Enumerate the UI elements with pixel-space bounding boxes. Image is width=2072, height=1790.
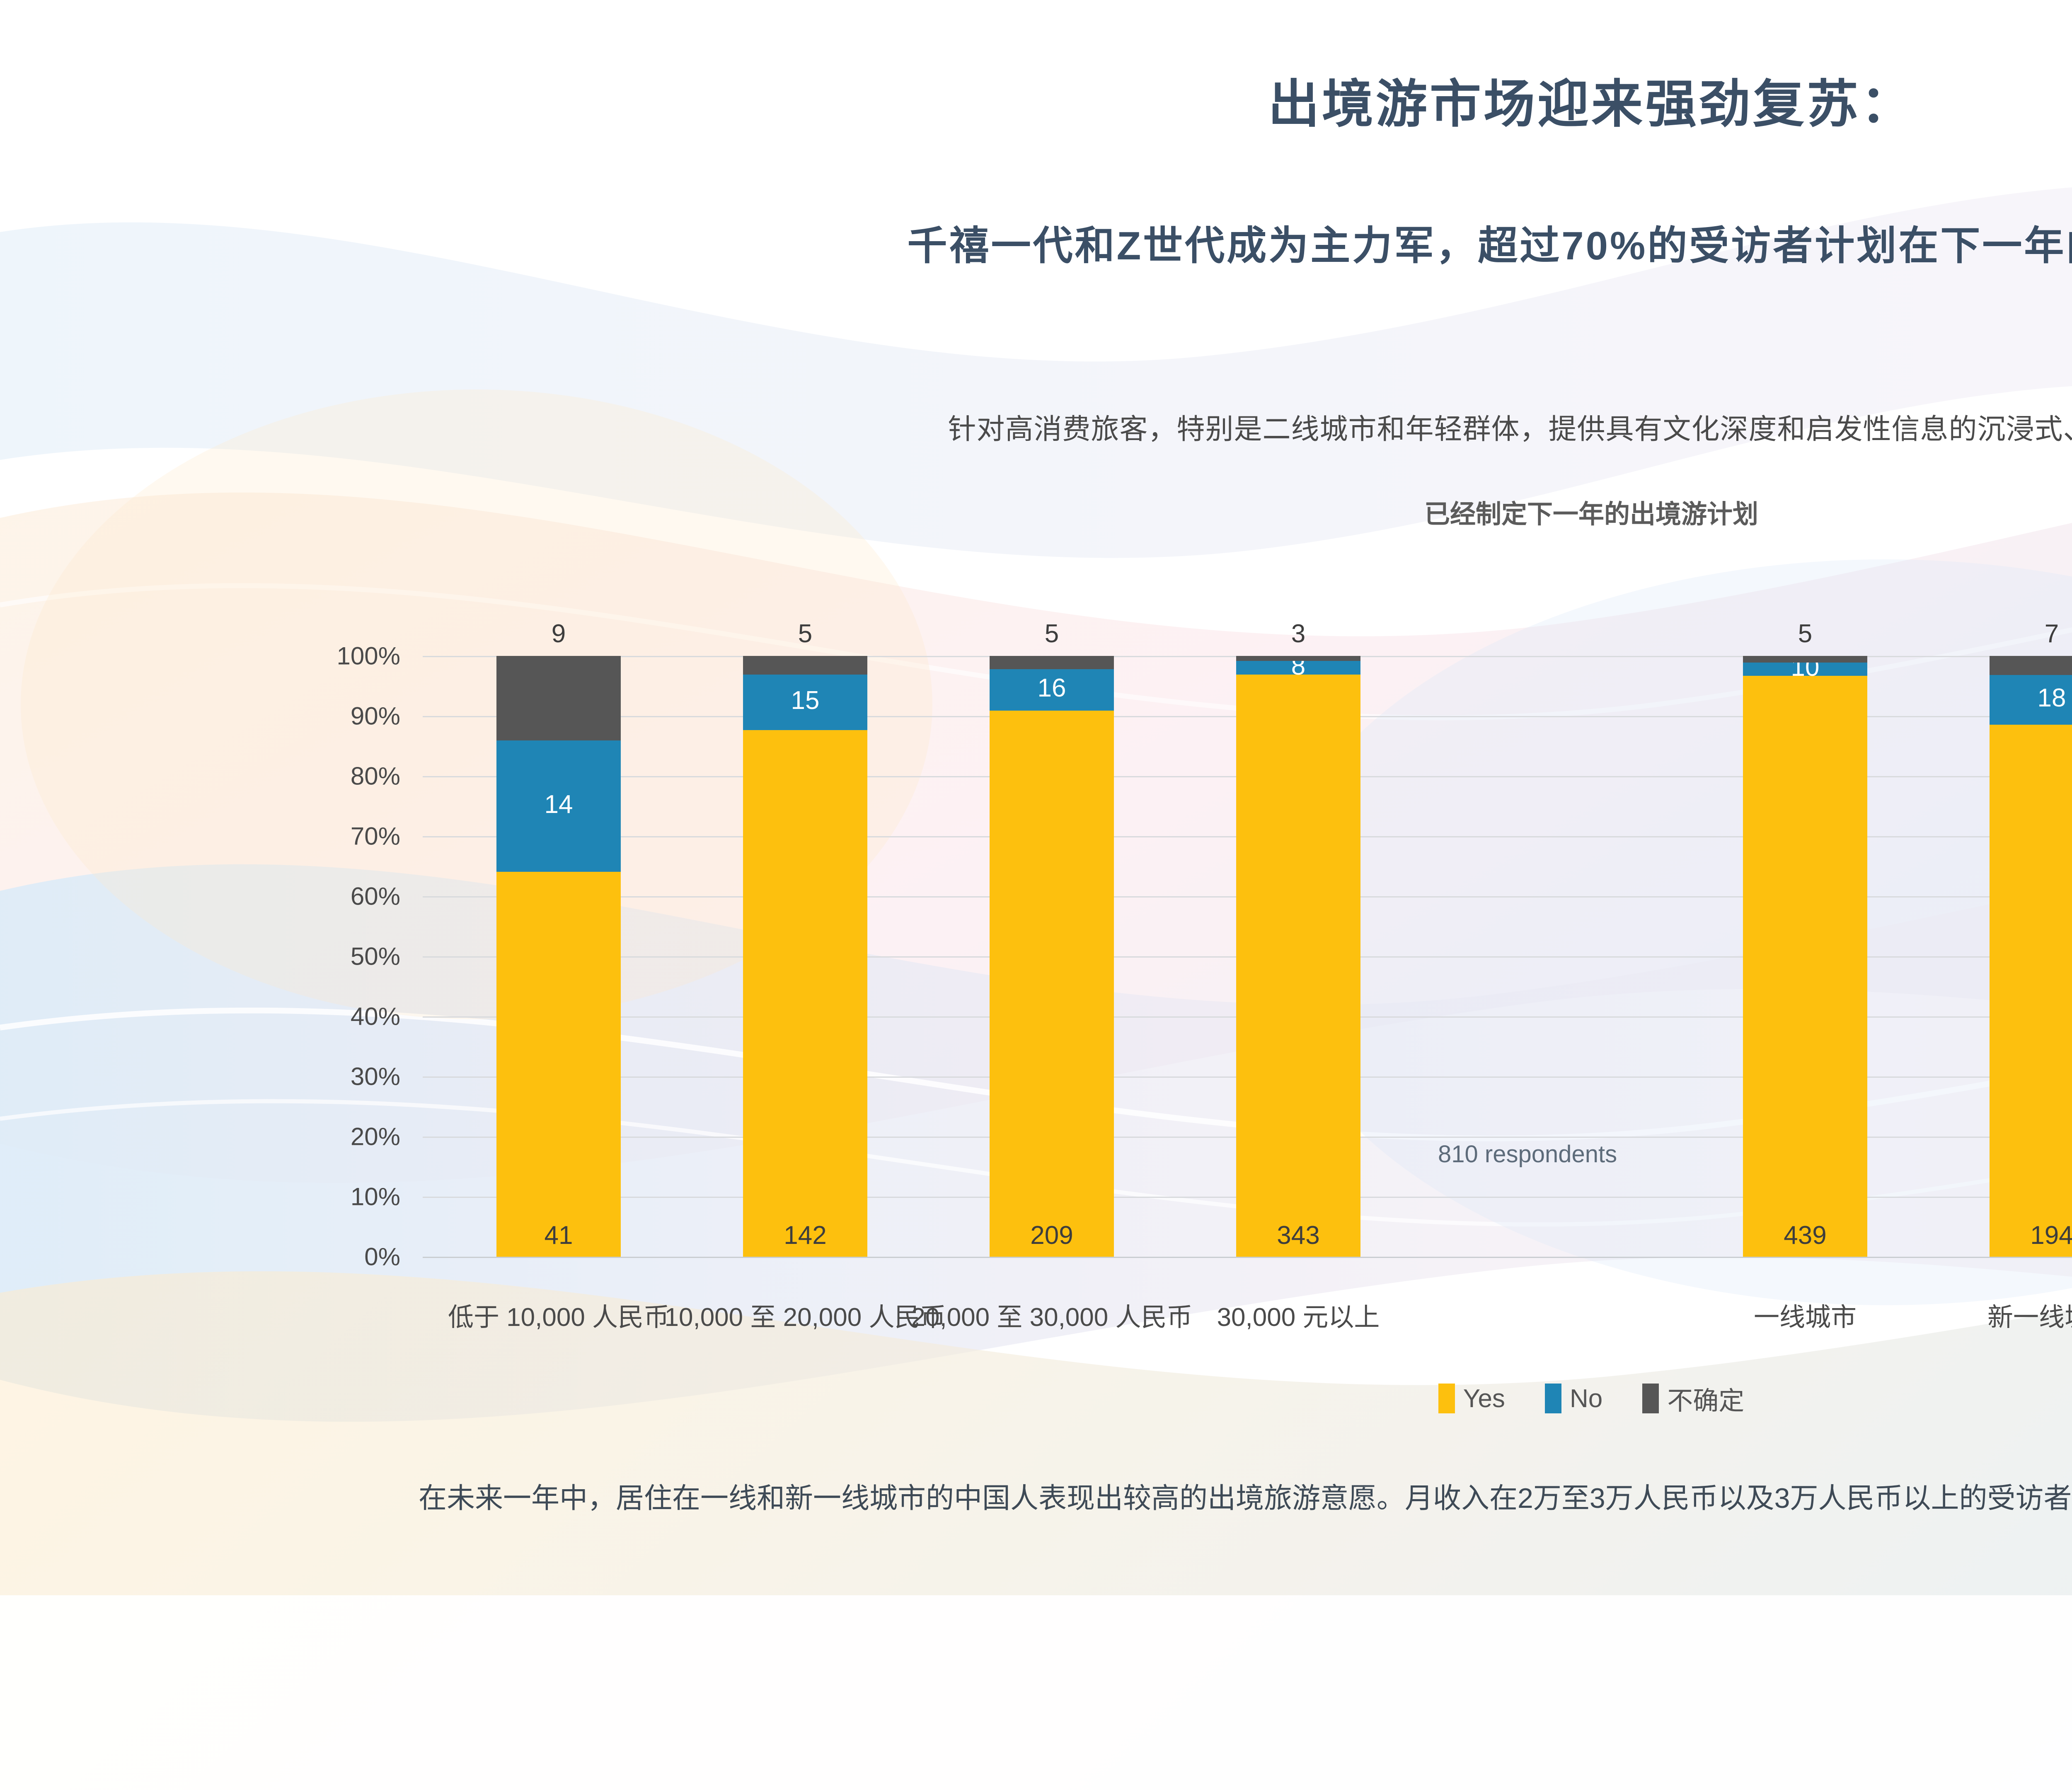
y-axis-tick: 80% — [350, 762, 400, 790]
bar-total-label: 5 — [1798, 619, 1813, 648]
legend-item[interactable]: Yes — [1438, 1384, 1505, 1413]
bar-segment-unsure[interactable] — [1990, 656, 2072, 675]
y-axis-tick: 0% — [364, 1243, 400, 1271]
legend-label: Yes — [1463, 1384, 1505, 1413]
bar-stack[interactable]: 41 14 9 — [496, 619, 621, 1257]
gridline — [423, 1257, 2072, 1258]
bar-segment-unsure[interactable] — [496, 656, 621, 740]
y-axis-tick: 30% — [350, 1062, 400, 1091]
legend-swatch — [1438, 1384, 1455, 1413]
legend-swatch — [1642, 1384, 1659, 1413]
bar-total-label: 3 — [1291, 619, 1306, 648]
bar-total-label: 5 — [1044, 619, 1059, 648]
y-axis-tick: 60% — [350, 882, 400, 910]
bar-segment-yes[interactable]: 41 — [496, 872, 621, 1257]
legend-item[interactable]: No — [1544, 1384, 1603, 1413]
bar-stack[interactable]: 142 15 5 — [743, 619, 867, 1257]
bar-segment-no[interactable]: 10 — [1743, 653, 1867, 682]
bar-value-yes: 41 — [544, 1221, 573, 1250]
bar-value-yes: 209 — [1030, 1221, 1073, 1250]
bar-value-no: 18 — [2037, 683, 2066, 712]
bar-value-yes: 439 — [1784, 1221, 1827, 1250]
bar-segment-yes[interactable]: 343 — [1236, 675, 1360, 1257]
bar-stack[interactable]: 439 10 5 — [1743, 619, 1867, 1257]
y-axis-tick: 70% — [350, 822, 400, 850]
bar-stack[interactable]: 343 8 3 — [1236, 619, 1360, 1257]
y-axis-tick: 10% — [350, 1183, 400, 1211]
legend-label: No — [1569, 1384, 1603, 1413]
chart-title: 已经制定下一年的出境游计划 — [1424, 500, 1758, 529]
bar-segment-yes[interactable]: 142 — [743, 730, 867, 1257]
bar-value-yes: 194 — [2030, 1221, 2072, 1250]
legend-swatch — [1544, 1384, 1561, 1413]
legend-label: 不确定 — [1667, 1387, 1745, 1415]
legend-item[interactable]: 不确定 — [1642, 1380, 1744, 1417]
bar-value-no: 14 — [544, 790, 573, 819]
bar-total-label: 9 — [551, 619, 566, 648]
bar-segment-yes[interactable]: 194 — [1990, 724, 2072, 1257]
bar-segment-unsure[interactable] — [990, 656, 1114, 669]
chart-legend: Yes No 不确定 — [0, 1380, 2072, 1417]
y-axis-tick: 20% — [350, 1122, 400, 1151]
bar-total-label: 7 — [2044, 619, 2059, 648]
bar-segment-no[interactable]: 16 — [990, 669, 1114, 711]
bar-segment-unsure[interactable] — [1236, 656, 1360, 661]
bar-segment-yes[interactable]: 209 — [990, 711, 1114, 1257]
bar-value-no: 16 — [1037, 673, 1066, 702]
stacked-bar-chart: 4114914215520916534383439105194187551864… — [423, 619, 2072, 1258]
page-title: 出境游市场迎来强劲复苏： — [1268, 76, 1915, 133]
page-subtitle: 千禧一代和Z世代成为主力军，超过70%的受访者计划在下一年内出国旅行 — [907, 224, 2072, 268]
bar-segment-unsure[interactable] — [1743, 656, 1867, 663]
bar-segment-no[interactable]: 18 — [1990, 675, 2072, 725]
y-axis-tick: 40% — [350, 1002, 400, 1030]
y-axis-labels: 100% 90% 80% 70% 60% 50% 40% 30% 20% 10% 0% — [261, 642, 410, 1271]
bar-stack[interactable]: 209 16 5 — [990, 619, 1114, 1257]
bar-value-yes: 142 — [784, 1221, 827, 1250]
bar-segment-no[interactable]: 8 — [1236, 652, 1360, 680]
y-axis-tick: 90% — [350, 702, 400, 730]
page-description: 针对高消费旅客，特别是二线城市和年轻群体，提供具有文化深度和启发性信息的沉浸式、… — [948, 414, 2072, 445]
bar-segment-no[interactable]: 15 — [743, 674, 867, 731]
bar-total-label: 5 — [798, 619, 813, 648]
y-axis-tick: 100% — [336, 642, 400, 670]
bar-segment-no[interactable]: 14 — [496, 740, 621, 872]
x-axis-tick: 30,000 元以上 — [1217, 1303, 1380, 1332]
x-axis-tick: 二线城市 — [2008, 1296, 2072, 1333]
bar-value-yes: 343 — [1277, 1221, 1320, 1250]
insight-note: 在未来一年中，居住在一线和新一线城市的中国人表现出较高的出境旅游意愿。月收入在2… — [419, 1483, 2072, 1514]
respondents-annotation: 810 respondents — [1438, 1141, 1617, 1168]
y-axis-tick: 50% — [350, 942, 400, 970]
bar-segment-yes[interactable]: 439 — [1743, 675, 1867, 1257]
bar-stack[interactable]: 194 18 7 — [1990, 619, 2072, 1257]
bar-segment-unsure[interactable] — [743, 656, 867, 675]
bar-value-no: 15 — [791, 686, 820, 715]
